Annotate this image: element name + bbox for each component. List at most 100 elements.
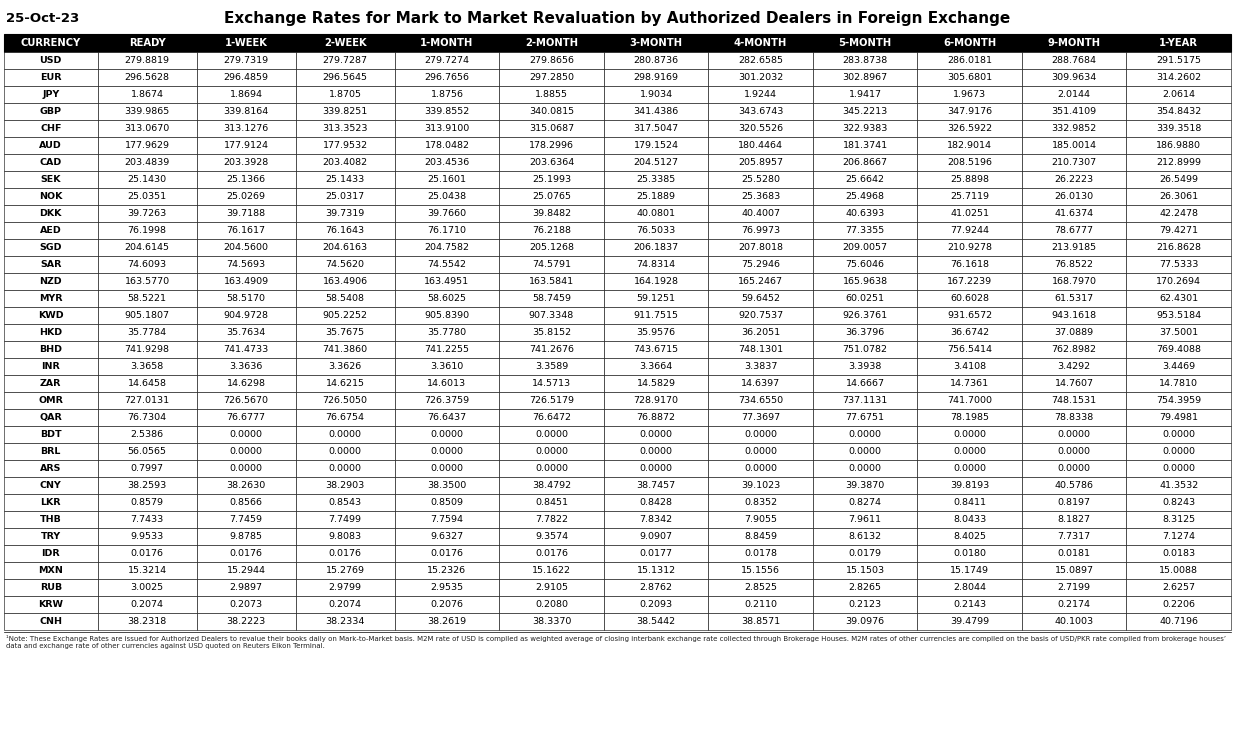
Text: 9.0907: 9.0907 [640,532,673,541]
Bar [499,171,604,188]
Text: 177.9629: 177.9629 [125,141,169,150]
Text: 163.4909: 163.4909 [224,277,269,286]
Bar [918,409,1021,426]
Text: 0.0176: 0.0176 [230,549,263,558]
Bar [4,154,98,171]
Text: 3.3664: 3.3664 [640,362,673,371]
Bar [395,443,499,460]
Bar [604,579,709,596]
Bar [499,562,604,579]
Text: 25-Oct-23: 25-Oct-23 [6,11,79,24]
Bar [709,596,813,613]
Bar [4,188,98,205]
Bar [98,494,196,511]
Bar [604,613,709,630]
Text: THB: THB [40,515,62,524]
Bar [918,171,1021,188]
Bar [1021,375,1126,392]
Text: 39.3870: 39.3870 [846,481,884,490]
Text: 77.5333: 77.5333 [1158,260,1198,269]
Bar [604,528,709,545]
Bar [813,52,918,69]
Text: 213.9185: 213.9185 [1052,243,1097,252]
Bar [499,307,604,324]
Text: 25.0765: 25.0765 [532,192,571,201]
Bar [499,341,604,358]
Text: 163.5770: 163.5770 [125,277,169,286]
Text: 203.3928: 203.3928 [224,158,269,167]
Bar [918,154,1021,171]
Bar [1021,324,1126,341]
Bar [196,460,295,477]
Text: 9.9533: 9.9533 [131,532,164,541]
Text: 177.9124: 177.9124 [224,141,268,150]
Text: 905.8390: 905.8390 [425,311,469,320]
Text: DKK: DKK [40,209,62,218]
Text: 1-MONTH: 1-MONTH [420,38,473,48]
Text: 163.4906: 163.4906 [322,277,368,286]
Bar [395,494,499,511]
Bar [918,256,1021,273]
Text: 0.0176: 0.0176 [329,549,362,558]
Bar [98,409,196,426]
Bar [813,562,918,579]
Bar [709,460,813,477]
Text: 0.0000: 0.0000 [953,430,986,439]
Text: 0.8411: 0.8411 [953,498,986,507]
Text: 953.5184: 953.5184 [1156,311,1202,320]
Text: 205.1268: 205.1268 [529,243,574,252]
Bar [98,171,196,188]
Text: 741.7000: 741.7000 [947,396,992,405]
Text: INR: INR [42,362,61,371]
Text: 0.0000: 0.0000 [431,430,463,439]
Text: 203.4839: 203.4839 [125,158,169,167]
Text: 297.2850: 297.2850 [529,73,574,82]
Text: 56.0565: 56.0565 [127,447,167,456]
Text: 282.6585: 282.6585 [739,56,783,65]
Text: 0.0000: 0.0000 [431,447,463,456]
Text: 339.8251: 339.8251 [322,107,368,116]
Text: 0.0000: 0.0000 [1162,430,1195,439]
Bar [709,52,813,69]
Text: 0.8243: 0.8243 [1162,498,1195,507]
Text: 0.0000: 0.0000 [848,447,882,456]
Bar [813,341,918,358]
Bar [813,409,918,426]
Text: 204.6163: 204.6163 [322,243,368,252]
Text: 39.8193: 39.8193 [950,481,989,490]
Bar [709,494,813,511]
Bar [709,443,813,460]
Text: 14.7361: 14.7361 [950,379,989,388]
Text: BRL: BRL [41,447,61,456]
Text: 25.0269: 25.0269 [226,192,266,201]
Text: 208.5196: 208.5196 [947,158,992,167]
Bar [499,34,604,52]
Bar [4,460,98,477]
Bar [98,307,196,324]
Bar [196,69,295,86]
Text: 76.1617: 76.1617 [226,226,266,235]
Text: 203.4536: 203.4536 [425,158,469,167]
Bar [4,52,98,69]
Bar [395,375,499,392]
Text: 14.6397: 14.6397 [741,379,781,388]
Bar [709,154,813,171]
Bar [709,256,813,273]
Bar [395,596,499,613]
Bar [395,579,499,596]
Bar [918,460,1021,477]
Text: 75.2946: 75.2946 [741,260,781,269]
Text: 332.9852: 332.9852 [1051,124,1097,133]
Text: 339.8552: 339.8552 [425,107,469,116]
Bar [1021,205,1126,222]
Text: 0.0178: 0.0178 [743,549,777,558]
Text: 76.1643: 76.1643 [326,226,364,235]
Text: 279.7319: 279.7319 [224,56,269,65]
Bar [604,443,709,460]
Text: 40.1003: 40.1003 [1055,617,1094,626]
Text: 15.0088: 15.0088 [1160,566,1198,575]
Bar [4,409,98,426]
Bar [1021,358,1126,375]
Bar [395,409,499,426]
Bar [499,86,604,103]
